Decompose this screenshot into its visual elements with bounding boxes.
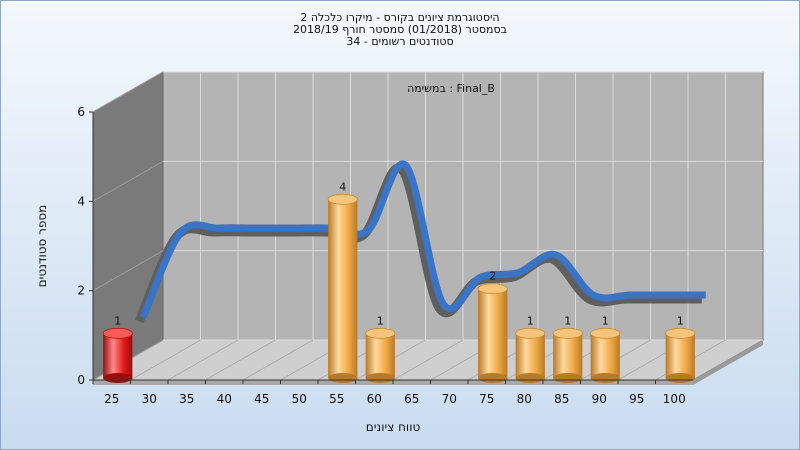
bar-base bbox=[553, 373, 583, 383]
x-tick-label: 95 bbox=[629, 392, 644, 406]
bar-value-label: 1 bbox=[114, 314, 121, 327]
x-tick-label: 70 bbox=[442, 392, 457, 406]
gridline-side bbox=[92, 71, 164, 113]
bar-body bbox=[478, 288, 508, 378]
y-tick-label: 2 bbox=[77, 284, 85, 298]
floor-gridline bbox=[392, 339, 464, 381]
chart-annotation: במשימה : Final_B bbox=[407, 82, 495, 95]
y-tick-label: 4 bbox=[77, 194, 85, 208]
chart-title-line-3: סטודנטים רשומים - 34 bbox=[346, 35, 454, 48]
bar-top bbox=[590, 327, 621, 339]
bar-top bbox=[365, 327, 396, 339]
bar-value-label: 1 bbox=[527, 314, 534, 327]
bar-base bbox=[515, 373, 545, 383]
bar-top bbox=[665, 327, 696, 339]
x-tick-label: 75 bbox=[479, 392, 494, 406]
bar-value-label: 1 bbox=[564, 314, 571, 327]
bar-value-label: 4 bbox=[339, 180, 346, 193]
bar-value-label: 1 bbox=[377, 314, 384, 327]
bar-top bbox=[515, 327, 546, 339]
floor-gridline bbox=[130, 339, 201, 381]
histogram-bar bbox=[102, 327, 133, 383]
x-tick-label: 30 bbox=[142, 392, 157, 406]
histogram-bar bbox=[327, 193, 358, 383]
bar-value-label: 2 bbox=[489, 270, 496, 283]
histogram-bar bbox=[515, 327, 546, 383]
x-tick-label: 65 bbox=[404, 392, 419, 406]
histogram-bar bbox=[552, 327, 583, 383]
x-tick-label: 80 bbox=[517, 392, 532, 406]
x-tick-label: 60 bbox=[367, 392, 382, 406]
histogram-bar bbox=[665, 327, 696, 383]
gridline-side bbox=[92, 160, 164, 202]
floor-edge bbox=[693, 340, 763, 385]
x-tick-label: 50 bbox=[292, 392, 307, 406]
x-tick-label: 40 bbox=[217, 392, 232, 406]
bar-body bbox=[665, 333, 695, 378]
histogram-bar bbox=[590, 327, 621, 383]
gridline-side bbox=[92, 250, 164, 292]
bar-base bbox=[665, 373, 695, 383]
trend-shadow bbox=[135, 163, 702, 324]
x-tick-label: 85 bbox=[554, 392, 569, 406]
floor-gridline bbox=[205, 339, 276, 381]
floor-gridline bbox=[242, 339, 314, 381]
x-tick-label: 55 bbox=[329, 392, 344, 406]
bar-top bbox=[552, 327, 583, 339]
bar-value-label: 1 bbox=[677, 314, 684, 327]
bar-body bbox=[103, 333, 133, 378]
bar-top bbox=[102, 327, 133, 339]
y-tick-label: 0 bbox=[77, 373, 85, 387]
bar-top bbox=[327, 193, 358, 205]
bar-body bbox=[590, 333, 620, 378]
chart-title-line-2: בסמסטר (01/2018) סמסטר חורף 2018/19 bbox=[293, 23, 507, 36]
bar-body bbox=[328, 199, 358, 378]
histogram-bar bbox=[477, 283, 508, 383]
bar-base bbox=[103, 373, 133, 383]
bar-body bbox=[365, 333, 395, 378]
bar-base bbox=[590, 373, 620, 383]
bar-base bbox=[328, 373, 358, 383]
y-tick-label: 6 bbox=[77, 105, 85, 119]
x-tick-label: 25 bbox=[104, 392, 119, 406]
bar-base bbox=[365, 373, 395, 383]
trend-line bbox=[140, 160, 706, 319]
x-tick-label: 45 bbox=[254, 392, 269, 406]
bar-top bbox=[477, 283, 508, 295]
bar-body bbox=[553, 333, 583, 378]
x-tick-label: 35 bbox=[179, 392, 194, 406]
x-tick-label: 100 bbox=[663, 392, 686, 406]
x-tick-label: 90 bbox=[592, 392, 607, 406]
bar-base bbox=[478, 373, 508, 383]
floor-gridline bbox=[167, 339, 239, 381]
chart-title-line-1: היסטוגרמת ציונים בקורס - מיקרו כלכלה 2 bbox=[300, 11, 500, 24]
x-axis-title: טווח ציונים bbox=[366, 420, 421, 434]
bar-body bbox=[515, 333, 545, 378]
y-axis-title: מספר סטודנטים bbox=[35, 205, 49, 288]
histogram-bar bbox=[365, 327, 396, 383]
bar-value-label: 1 bbox=[602, 314, 609, 327]
